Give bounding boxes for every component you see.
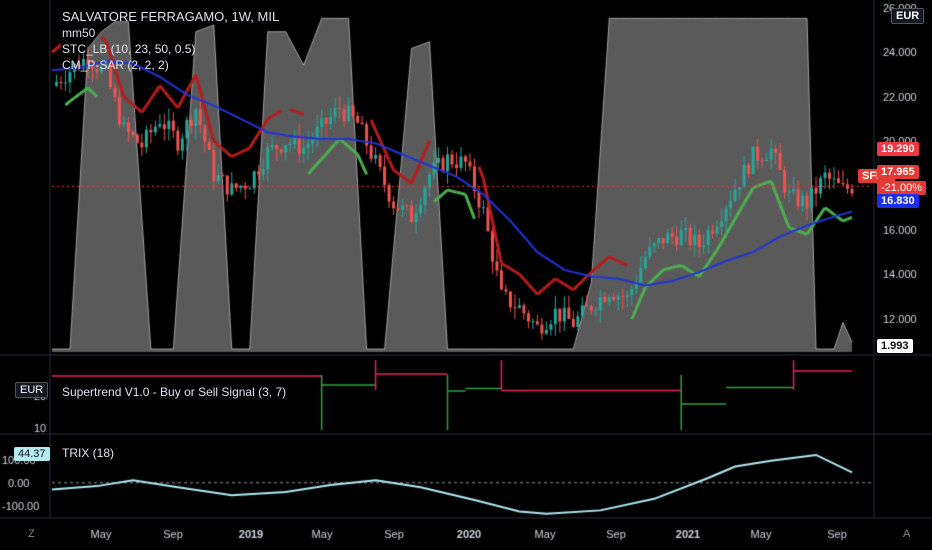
trix-legend[interactable]: TRIX (18) [62,446,115,460]
symbol-title: SALVATORE FERRAGAMO, 1W, MIL [62,9,280,24]
blue-level-label: 16.830 [877,194,919,208]
legend-psar[interactable]: CM_P-SAR (2, 2, 2) [62,58,169,72]
red-level-label: 19.290 [877,142,919,156]
pane-currency-button[interactable]: EUR [15,382,49,398]
change-label: -21.00% [877,181,926,195]
legend-stc[interactable]: STC_LB (10, 23, 50, 0.5) [62,42,196,56]
chart-legend: SALVATORE FERRAGAMO, 1W, MIL mm50 STC_LB… [62,9,279,73]
supertrend-legend[interactable]: Supertrend V1.0 - Buy or Sell Signal (3,… [62,385,287,399]
log-scale-button[interactable]: Z [28,528,35,540]
legend-mm50[interactable]: mm50 [62,26,96,40]
auto-scale-button[interactable]: A [903,528,911,540]
trix-value-label: 44.37 [14,447,50,461]
stc-value-label: 1.993 [877,339,913,353]
last-price-label: 17.965 [877,165,919,179]
currency-button[interactable]: EUR [891,8,925,24]
